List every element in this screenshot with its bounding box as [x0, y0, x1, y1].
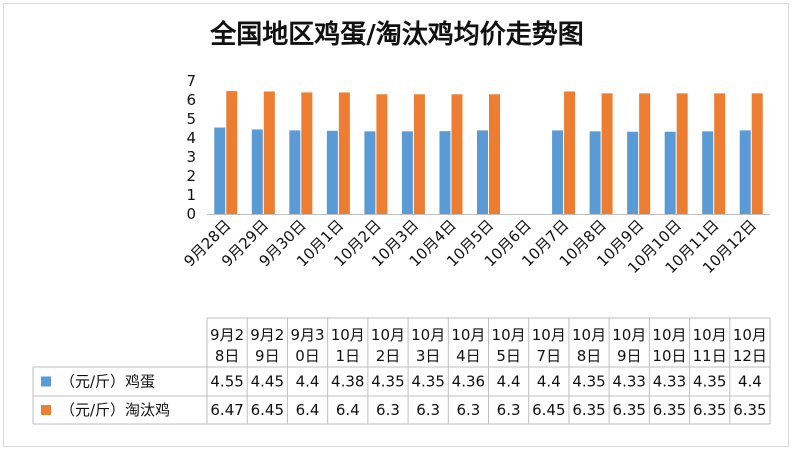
bar — [326, 130, 338, 214]
y-tick-label: 5 — [186, 110, 196, 128]
y-tick-label: 0 — [186, 205, 196, 223]
table-header: 10月 — [451, 326, 485, 344]
bar — [451, 94, 463, 214]
legend-swatch — [41, 376, 51, 387]
table-header: 4日 — [456, 347, 481, 365]
legend-label: （元/斤）淘汰鸡 — [60, 401, 170, 419]
bar — [664, 131, 676, 214]
legend-label: （元/斤）鸡蛋 — [60, 373, 155, 391]
chart-frame — [3, 3, 789, 447]
table-cell: 4.33 — [653, 373, 686, 391]
table-cell: 6.4 — [336, 401, 360, 419]
table-cell: 4.4 — [296, 373, 320, 391]
bar — [627, 131, 639, 214]
table-cell: 6.3 — [376, 401, 400, 419]
table-cell: 6.35 — [653, 401, 686, 419]
table-cell: 6.3 — [456, 401, 480, 419]
table-cell: 4.36 — [452, 373, 485, 391]
table-cell: 6.45 — [532, 401, 565, 419]
bar — [564, 91, 576, 214]
bar — [552, 130, 564, 214]
bar — [401, 131, 413, 214]
table-cell: 4.4 — [497, 373, 521, 391]
table-header: 10月 — [532, 326, 566, 344]
table-cell: 4.33 — [613, 373, 646, 391]
table-header: 0日 — [295, 347, 320, 365]
table-header: 2日 — [376, 347, 401, 365]
table-cell: 6.3 — [497, 401, 521, 419]
table-cell: 4.55 — [210, 373, 243, 391]
table-cell: 6.35 — [572, 401, 605, 419]
table-header: 10月 — [612, 326, 646, 344]
table-header: 7日 — [537, 347, 562, 365]
bar — [489, 94, 500, 214]
table-header: 9日 — [617, 347, 642, 365]
table-cell: 6.35 — [613, 401, 646, 419]
table-cell: 6.45 — [251, 401, 284, 419]
table-cell: 4.35 — [693, 373, 726, 391]
table-cell: 4.35 — [411, 373, 444, 391]
y-tick-label: 2 — [186, 167, 196, 185]
bar — [301, 92, 313, 214]
table-cell: 6.3 — [416, 401, 440, 419]
table-header: 10月 — [693, 326, 727, 344]
table-header: 8日 — [577, 347, 602, 365]
table-header: 10月 — [331, 326, 365, 344]
table-header: 9月3 — [290, 326, 324, 344]
table-header: 3日 — [416, 347, 441, 365]
bar — [364, 131, 376, 214]
bar — [601, 93, 613, 214]
bar — [376, 94, 388, 214]
table-header: 1日 — [335, 347, 360, 365]
table-cell: 4.38 — [331, 373, 364, 391]
table-cell: 4.45 — [251, 373, 284, 391]
bar — [251, 129, 263, 214]
table-header: 5日 — [496, 347, 521, 365]
bar — [751, 93, 763, 214]
y-tick-label: 4 — [186, 129, 196, 147]
table-header: 9月2 — [210, 326, 244, 344]
bar — [439, 131, 451, 214]
bar — [702, 131, 714, 214]
bar — [739, 130, 751, 214]
bar — [589, 131, 601, 214]
bar — [413, 94, 425, 214]
table-cell: 4.35 — [572, 373, 605, 391]
y-tick-label: 3 — [186, 148, 196, 166]
bar — [214, 127, 226, 214]
table-header: 11日 — [693, 347, 727, 365]
table-header: 10月 — [371, 326, 405, 344]
bar — [263, 91, 275, 214]
table-cell: 4.4 — [738, 373, 762, 391]
y-tick-label: 7 — [186, 72, 196, 90]
table-header: 9日 — [255, 347, 280, 365]
table-header: 9月2 — [250, 326, 284, 344]
bar — [477, 130, 488, 214]
table-cell: 4.4 — [537, 373, 561, 391]
bar — [226, 91, 238, 214]
y-tick-label: 1 — [186, 186, 196, 204]
table-header: 10日 — [652, 347, 686, 365]
table-cell: 6.4 — [296, 401, 320, 419]
bar — [639, 93, 651, 214]
bar — [289, 130, 301, 214]
chart-title: 全国地区鸡蛋/淘汰鸡均价走势图 — [210, 20, 584, 50]
legend-swatch — [41, 405, 51, 415]
bar — [714, 93, 726, 214]
table-header: 10月 — [572, 326, 606, 344]
table-header: 10月 — [733, 326, 767, 344]
y-tick-label: 6 — [186, 91, 196, 109]
table-header: 10月 — [492, 326, 526, 344]
table-header: 8日 — [215, 347, 240, 365]
bar — [676, 93, 688, 214]
table-header: 10月 — [411, 326, 445, 344]
table-header: 12日 — [733, 347, 767, 365]
table-cell: 6.47 — [210, 401, 243, 419]
table-header: 10月 — [652, 326, 686, 344]
table-cell: 6.35 — [693, 401, 726, 419]
bar — [338, 92, 350, 214]
table-cell: 4.35 — [371, 373, 404, 391]
table-cell: 6.35 — [733, 401, 766, 419]
